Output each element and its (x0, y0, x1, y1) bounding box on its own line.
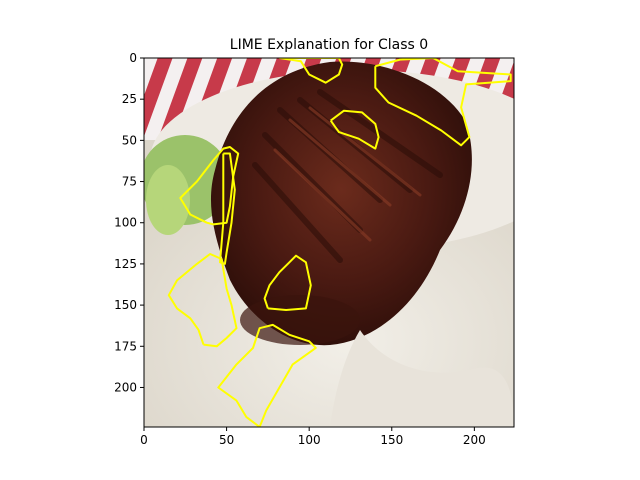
y-tick-label: 150 (114, 298, 137, 312)
y-tick-label: 25 (122, 92, 137, 106)
y-tick-label: 100 (114, 216, 137, 230)
y-tick-label: 175 (114, 339, 137, 353)
boundary-top-center-region (279, 58, 344, 84)
boundary-top-right-region (374, 58, 512, 147)
x-tick-label: 150 (380, 433, 403, 447)
food-photo (144, 58, 514, 427)
y-tick-label: 200 (114, 380, 137, 394)
x-tick-label: 50 (219, 433, 234, 447)
boundary-upper-meat-region (329, 109, 380, 150)
y-tick-label: 0 (129, 51, 137, 65)
boundary-center-meat-region (263, 254, 312, 311)
x-axis-ticks: 0 50 100 150 200 (140, 427, 486, 447)
boundary-center-stripe-region (219, 152, 236, 265)
y-tick-label: 75 (122, 175, 137, 189)
boundary-left-meat-edge (179, 146, 240, 226)
boundary-left-rice-region (167, 253, 238, 348)
y-tick-label: 50 (122, 133, 137, 147)
x-tick-label: 100 (298, 433, 321, 447)
x-tick-label: 200 (463, 433, 486, 447)
y-tick-label: 125 (114, 257, 137, 271)
y-axis-ticks: 0 25 50 75 100 125 150 175 200 (114, 51, 144, 394)
boundary-lower-rice-region (217, 323, 317, 427)
axes-frame (143, 57, 515, 428)
chart-title: LIME Explanation for Class 0 (230, 37, 428, 53)
x-tick-label: 0 (140, 433, 148, 447)
superpixel-boundaries (167, 58, 512, 427)
